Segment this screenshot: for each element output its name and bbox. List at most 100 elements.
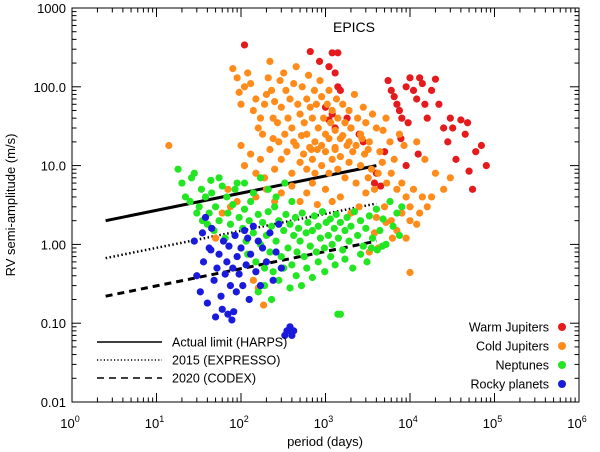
point-cold-jupiters — [418, 193, 426, 201]
point-cold-jupiters — [341, 119, 349, 127]
y-tick-label: 1.00 — [41, 237, 66, 252]
x-tick-exponent: 6 — [582, 414, 587, 424]
point-neptunes — [181, 193, 190, 201]
point-neptunes — [308, 273, 317, 282]
point-neptunes — [288, 261, 296, 269]
point-cold-jupiters — [304, 71, 313, 79]
point-cold-jupiters — [296, 110, 304, 118]
point-cold-jupiters — [256, 114, 265, 122]
point-cold-jupiters — [387, 169, 395, 177]
point-neptunes — [310, 212, 319, 220]
point-cold-jupiters — [446, 174, 454, 182]
point-neptunes — [249, 229, 257, 237]
point-warm-jupiters — [477, 141, 486, 150]
point-cold-jupiters — [292, 63, 300, 71]
point-cold-jupiters — [240, 83, 249, 91]
x-tick-exponent: 1 — [159, 414, 164, 424]
point-cold-jupiters — [277, 103, 285, 111]
point-neptunes — [372, 205, 380, 213]
point-warm-jupiters — [409, 86, 418, 95]
point-rocky-planets — [230, 308, 238, 316]
point-cold-jupiters — [372, 213, 380, 222]
point-neptunes — [252, 258, 260, 266]
point-cold-jupiters — [364, 145, 372, 154]
point-cold-jupiters — [288, 169, 296, 177]
point-cold-jupiters — [281, 130, 289, 138]
point-cold-jupiters — [374, 169, 382, 177]
legend-marker — [558, 342, 566, 350]
point-neptunes — [326, 215, 334, 223]
point-neptunes — [281, 179, 289, 187]
point-cold-jupiters — [406, 217, 414, 225]
point-cold-jupiters — [431, 169, 440, 177]
point-neptunes — [320, 244, 328, 252]
point-rocky-planets — [240, 226, 249, 235]
point-warm-jupiters — [377, 182, 385, 190]
point-cold-jupiters — [303, 165, 311, 173]
point-neptunes — [218, 182, 226, 190]
point-cold-jupiters — [370, 185, 379, 193]
point-neptunes — [296, 237, 304, 245]
point-rocky-planets — [203, 299, 211, 307]
point-cold-jupiters — [347, 124, 355, 132]
point-cold-jupiters — [311, 138, 319, 146]
point-cold-jupiters — [306, 103, 314, 111]
point-cold-jupiters — [237, 141, 245, 150]
point-rocky-planets — [224, 310, 232, 318]
point-rocky-planets — [232, 288, 240, 296]
point-neptunes — [211, 203, 220, 211]
point-cold-jupiters — [440, 185, 448, 193]
line-legend: Actual limit (HARPS) 2015 (EXPRESSO) 2020 … — [97, 336, 287, 386]
x-tick-label: 105 — [483, 414, 502, 431]
point-cold-jupiters — [249, 276, 257, 284]
point-neptunes — [292, 272, 300, 280]
point-cold-jupiters — [229, 65, 237, 73]
point-cold-jupiters — [311, 169, 319, 177]
point-neptunes — [318, 208, 327, 216]
point-cold-jupiters — [318, 162, 326, 170]
point-neptunes — [245, 217, 253, 225]
point-neptunes — [336, 310, 344, 318]
point-neptunes — [240, 179, 249, 187]
point-neptunes — [208, 189, 216, 197]
point-rocky-planets — [244, 234, 252, 242]
point-rocky-planets — [266, 229, 274, 237]
x-tick-base: 10 — [314, 416, 328, 431]
data-points — [165, 41, 490, 340]
point-cold-jupiters — [402, 234, 410, 242]
point-cold-jupiters — [264, 74, 272, 82]
point-cold-jupiters — [224, 185, 232, 193]
point-cold-jupiters — [406, 203, 414, 211]
point-cold-jupiters — [276, 76, 284, 85]
point-warm-jupiters — [413, 95, 421, 103]
point-warm-jupiters — [393, 100, 401, 108]
x-axis-title: period (days) — [287, 434, 363, 449]
point-cold-jupiters — [416, 209, 424, 217]
line-legend-label: Actual limit (HARPS) — [172, 336, 287, 350]
point-cold-jupiters — [284, 114, 292, 122]
point-cold-jupiters — [378, 158, 386, 166]
point-warm-jupiters — [395, 106, 404, 115]
x-tick-base: 10 — [483, 416, 497, 431]
point-cold-jupiters — [294, 100, 302, 108]
point-cold-jupiters — [249, 106, 257, 115]
point-neptunes — [363, 258, 371, 266]
point-warm-jupiters — [435, 100, 443, 108]
point-cold-jupiters — [286, 95, 294, 103]
point-neptunes — [223, 193, 231, 201]
point-cold-jupiters — [362, 189, 370, 197]
point-warm-jupiters — [404, 119, 412, 127]
point-cold-jupiters — [321, 148, 330, 156]
point-cold-jupiters — [269, 135, 277, 143]
point-rocky-planets — [215, 250, 223, 258]
point-cold-jupiters — [275, 138, 283, 146]
point-warm-jupiters — [398, 114, 406, 122]
point-cold-jupiters — [386, 138, 394, 146]
point-cold-jupiters — [262, 90, 271, 99]
x-tick-base: 10 — [567, 416, 581, 431]
point-neptunes — [195, 203, 203, 211]
point-warm-jupiters — [406, 74, 414, 82]
point-cold-jupiters — [339, 100, 347, 108]
point-neptunes — [347, 222, 355, 230]
point-cold-jupiters — [280, 69, 288, 77]
